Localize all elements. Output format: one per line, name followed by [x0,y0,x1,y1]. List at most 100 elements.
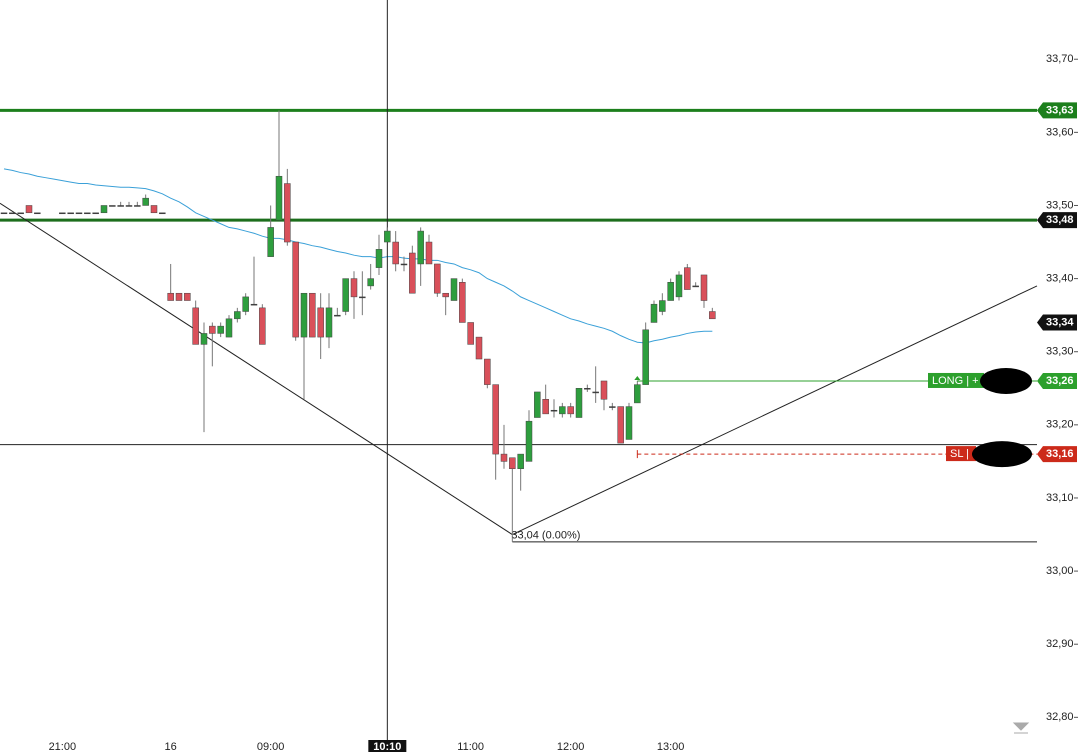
scroll-icon[interactable] [1012,722,1030,734]
price-tag-label: 33,48 [1046,214,1074,226]
candle-body [584,388,591,390]
candle-body [325,307,333,338]
crosshair-label-bg [368,740,407,752]
candle-body [475,336,483,360]
candle-body [292,241,299,338]
x-tick-label: 09:00 [257,741,285,752]
y-tick-label: 33,00 [1046,565,1074,577]
y-tick-label: 32,90 [1046,638,1074,650]
candle-body [684,267,691,290]
candle-body [575,388,583,418]
candle-body [309,292,316,338]
candle-body [667,282,674,301]
x-tick-label: 21:00 [49,741,77,752]
candle-body [650,303,658,323]
candle-body [317,307,324,338]
candle-body [59,212,66,215]
candle-body [117,205,124,207]
candle-body [159,212,166,215]
redaction [972,441,1032,468]
candle-body [542,398,549,415]
candle-body [609,406,616,408]
candle-body [375,249,383,268]
candle-body [659,300,666,312]
candle-body [267,227,274,257]
candle-body [342,278,349,312]
candle-body [167,292,174,301]
candle-body [392,241,399,265]
price-tag [1037,314,1077,331]
candle-body [709,311,716,320]
candle-body [284,183,291,243]
candle-body [334,314,341,317]
x-tick-label: 13:00 [657,741,685,752]
candle-body [492,384,499,455]
candle-body [242,296,249,312]
long_position-label: LONG | + [932,375,979,387]
candle-body [234,311,241,320]
y-tick-label: 33,70 [1046,53,1074,65]
candle-body [517,453,524,469]
x-tick-label: 16 [165,741,177,752]
price-tag [1037,446,1077,463]
candle-body [100,205,108,214]
candle-body [425,241,433,265]
candle-body [300,292,308,338]
candle-body [509,457,516,469]
candle-body [450,278,458,301]
candle-body [459,282,466,323]
y-tick-label: 33,10 [1046,492,1074,504]
price-tag [1037,102,1077,119]
candle-body [275,175,283,221]
y-tick-label: 33,40 [1046,273,1074,285]
price-tag [1037,372,1077,389]
candle-body [359,296,366,299]
redaction [980,367,1032,394]
trendline [512,285,1038,535]
candle-body [600,380,608,400]
candle-body [500,453,508,462]
candle-body [84,212,91,215]
candle-body [0,212,8,215]
candle-body [417,230,424,265]
stop_loss-label-bg [946,446,976,462]
x-tick-label: 11:00 [457,741,484,752]
y-tick-label: 32,80 [1046,711,1074,723]
long_position-label-bg [928,372,984,388]
candle-body [567,406,574,415]
candle-body [442,292,449,298]
candle-body [109,205,116,207]
candle-body [634,384,641,404]
candle-body [259,307,266,345]
y-tick-label: 33,30 [1046,346,1074,358]
candle-body [217,325,224,334]
candle-body [134,205,141,207]
candle-body [534,391,541,418]
candle-body [559,406,566,415]
price-tag [1037,212,1077,229]
candle-body [700,274,708,301]
y-tick-label: 33,50 [1046,199,1074,211]
candle-body [17,212,24,215]
candle-body [367,278,374,287]
y-tick-label: 33,60 [1046,126,1074,138]
moving-average [3,168,713,344]
candle-body [75,212,83,215]
candle-body [642,329,649,385]
candle-body [384,230,391,243]
candle-body [525,420,533,462]
candle-body [617,406,624,444]
candle-body [350,278,358,298]
candle-body [409,252,416,294]
candle-body [192,307,199,345]
candle-body [150,205,158,214]
y-tick-label: 33,20 [1046,419,1074,431]
long_position-arrow [634,375,641,380]
candle-body [484,358,491,385]
candle-body [250,303,258,306]
price-tag-label: 33,34 [1046,316,1074,328]
candle-body [625,406,633,440]
candle-body [67,212,74,215]
candle-body [9,212,16,215]
